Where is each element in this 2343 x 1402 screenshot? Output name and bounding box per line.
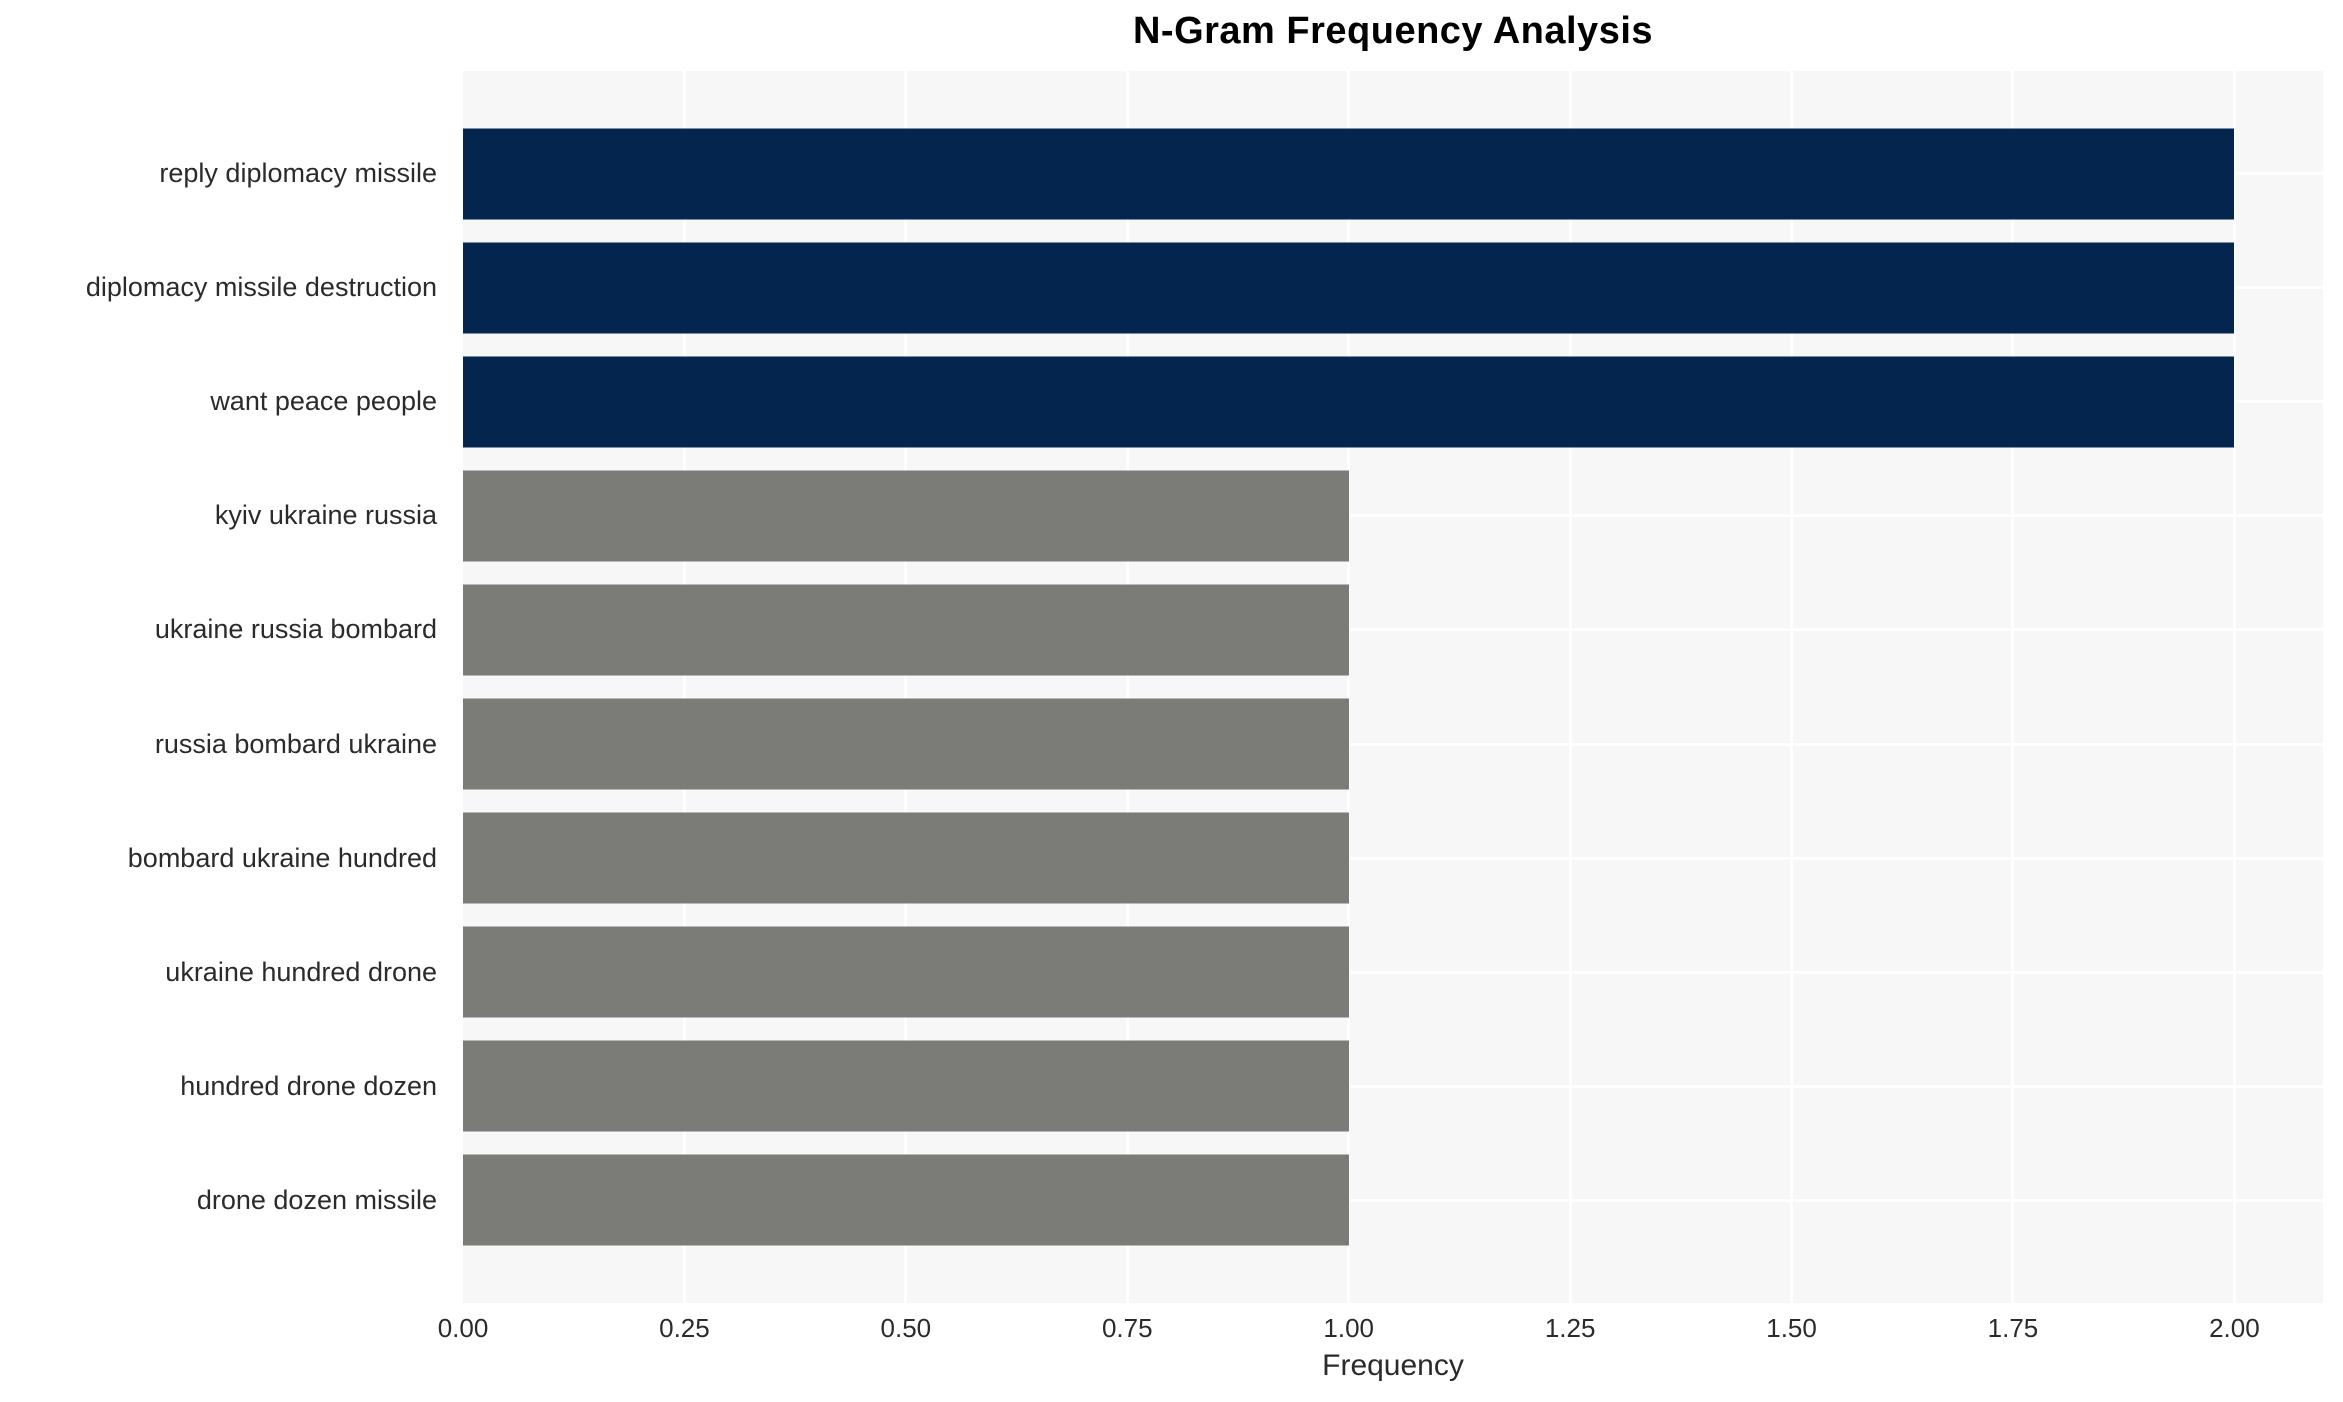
y-gridline xyxy=(463,970,2323,974)
x-gridline xyxy=(682,71,686,1303)
y-axis-label: hundred drone dozen xyxy=(180,1070,437,1101)
x-gridline xyxy=(904,71,908,1303)
bar-row xyxy=(463,915,2323,1029)
chart-title: N-Gram Frequency Analysis xyxy=(1132,10,1654,52)
frequency-bar xyxy=(463,926,1349,1018)
x-tick-label: 0.75 xyxy=(1101,1313,1153,1343)
frequency-bar xyxy=(463,470,1349,562)
bar-row xyxy=(463,117,2323,231)
x-tick-label: 0.00 xyxy=(437,1313,489,1343)
y-axis-label: want peace people xyxy=(210,386,437,417)
x-tick-label: 2.00 xyxy=(2209,1313,2260,1343)
y-axis-label: drone dozen missile xyxy=(196,1184,437,1215)
x-tick-label: 0.25 xyxy=(659,1313,710,1343)
frequency-bar xyxy=(463,242,2235,334)
plot-area xyxy=(463,71,2323,1303)
y-axis-label: bombard ukraine hundred xyxy=(127,842,437,873)
y-gridline xyxy=(463,1198,2323,1202)
x-gridline xyxy=(1790,71,1794,1303)
y-axis-label: ukraine hundred drone xyxy=(165,956,437,987)
bar-row xyxy=(463,345,2323,459)
bar-row xyxy=(463,801,2323,915)
frequency-bar xyxy=(463,356,2235,448)
x-gridline xyxy=(1568,71,1572,1303)
frequency-bar xyxy=(463,1040,1349,1132)
y-gridline xyxy=(463,856,2323,860)
y-gridline xyxy=(463,628,2323,632)
y-gridline xyxy=(463,514,2323,518)
y-axis-label: ukraine russia bombard xyxy=(154,614,437,645)
bar-row xyxy=(463,687,2323,801)
x-gridline xyxy=(2011,71,2015,1303)
x-gridline xyxy=(1125,71,1129,1303)
y-axis-label: russia bombard ukraine xyxy=(154,728,437,759)
x-tick-label: 1.25 xyxy=(1544,1313,1596,1343)
x-gridline xyxy=(2232,71,2236,1303)
x-gridline xyxy=(1347,71,1351,1303)
y-gridline xyxy=(463,1084,2323,1088)
frequency-bar xyxy=(463,812,1349,904)
bar-row xyxy=(463,459,2323,573)
bar-row xyxy=(463,573,2323,687)
bar-row xyxy=(463,1143,2323,1257)
y-axis-label: diplomacy missile destruction xyxy=(85,272,437,303)
y-axis-labels: reply diplomacy missile diplomacy missile… xyxy=(0,116,437,1257)
x-tick-label: 1.50 xyxy=(1766,1313,1817,1343)
x-axis-title: Frequency xyxy=(1322,1349,1464,1382)
frequency-bar xyxy=(463,1154,1349,1246)
frequency-bar xyxy=(463,128,2235,220)
x-tick-label: 1.75 xyxy=(1987,1313,2039,1343)
x-tick-label: 1.00 xyxy=(1323,1313,1374,1343)
y-gridline xyxy=(463,742,2323,746)
y-axis-label: kyiv ukraine russia xyxy=(214,500,437,531)
x-axis-ticks: 0.00 0.25 0.50 0.75 1.00 1.25 1.50 1.75 2.00 xyxy=(438,1313,2323,1347)
bar-row xyxy=(463,1029,2323,1143)
x-tick-label: 0.50 xyxy=(880,1313,932,1343)
frequency-bar xyxy=(463,698,1349,790)
bar-row xyxy=(463,231,2323,345)
frequency-bar xyxy=(463,584,1349,676)
y-axis-label: reply diplomacy missile xyxy=(159,158,437,188)
